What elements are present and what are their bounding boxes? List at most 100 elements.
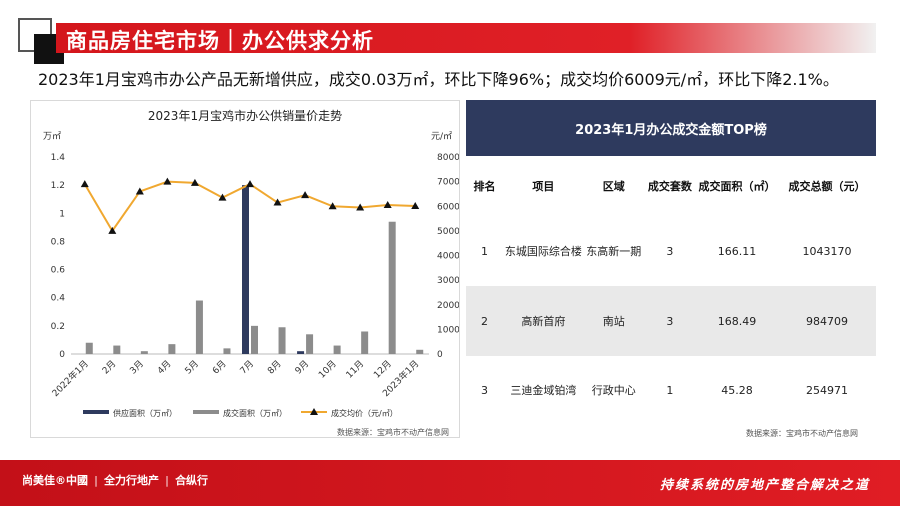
chart-title: 2023年1月宝鸡市办公供销量价走势 — [148, 108, 342, 123]
table-source: 数据来源：宝鸡市不动产信息网 — [746, 429, 858, 438]
x-tick-label: 2月 — [100, 358, 118, 376]
y-left-tick: 0.4 — [51, 294, 66, 304]
y-right-tick: 5000 — [437, 227, 459, 237]
cell-size: 45.28 — [695, 356, 779, 424]
y-right-tick: 7000 — [437, 178, 459, 188]
footer-brands: 尚美佳®中國 | 全力行地产 | 合纵行 — [22, 472, 208, 488]
trade-bar — [223, 348, 231, 354]
headline-summary: 2023年1月宝鸡市办公产品无新增供应，成交0.03万㎡，环比下降96%；成交均… — [38, 70, 839, 89]
trade-bar — [85, 342, 93, 354]
title-band — [56, 23, 876, 53]
x-tick-label: 2022年1月 — [49, 358, 90, 399]
price-point — [246, 180, 254, 188]
legend-supply-label: 供应面积（万㎡） — [113, 408, 177, 418]
cell-area: 行政中心 — [583, 356, 644, 424]
supply-bar — [242, 185, 249, 354]
legend-price-label: 成交均价（元/㎡） — [331, 408, 398, 418]
trade-bar — [168, 344, 176, 354]
cell-total: 984709 — [778, 286, 876, 356]
col-project: 项目 — [532, 180, 555, 193]
col-area: 区域 — [602, 180, 625, 193]
cell-units: 1 — [643, 356, 696, 424]
price-point — [108, 226, 117, 234]
legend-price-marker — [310, 408, 318, 415]
price-line — [83, 180, 416, 233]
top-table-panel: 2023年1月办公成交金额TOP榜 排名 项目 区域 成交套数 成交面积（㎡） … — [466, 100, 876, 424]
cell-units: 3 — [643, 286, 696, 356]
price-point — [301, 191, 310, 199]
y-left-tick: 0.2 — [51, 322, 65, 332]
y-left-tick: 0.6 — [51, 266, 66, 276]
page-title: 商品房住宅市场｜办公供求分析 — [66, 29, 374, 53]
x-tick-label: 8月 — [265, 358, 283, 376]
price-point — [273, 198, 282, 206]
x-tick-label: 12月 — [372, 358, 394, 380]
price-point — [328, 202, 337, 210]
brand-logo-3: 合纵行 — [175, 474, 209, 487]
trade-bar — [251, 325, 258, 354]
cell-area: 东高新一期 — [583, 216, 644, 286]
y-left-tick: 1 — [59, 209, 65, 219]
col-rank: 排名 — [473, 180, 496, 193]
x-tick-label: 5月 — [183, 358, 201, 376]
y-right-tick: 4000 — [437, 252, 459, 262]
price-point — [190, 178, 199, 186]
table-row: 1 东城国际综合楼 东高新一期 3 166.11 1043170 — [466, 216, 876, 286]
col-total: 成交总额（元） — [788, 180, 866, 193]
supply-bar — [297, 351, 305, 354]
cell-area: 南站 — [583, 286, 644, 356]
footer-slogan: 持续系统的房地产整合解决之道 — [659, 478, 870, 493]
top-table: 排名 项目 区域 成交套数 成交面积（㎡） 成交总额（元） 1 东城国际综合楼 … — [466, 156, 876, 424]
price-point — [383, 201, 392, 209]
cell-rank: 2 — [466, 286, 503, 356]
cell-project: 三迪金域铂湾 — [502, 356, 584, 424]
footer-bar — [0, 460, 900, 506]
cell-project: 高新首府 — [502, 286, 584, 356]
trade-bar — [416, 349, 424, 354]
y-left-tick: 0 — [59, 350, 65, 360]
legend-supply-swatch — [83, 410, 109, 414]
brand-logo-1: 尚美佳®中國 — [22, 474, 88, 487]
y-right-tick: 2000 — [437, 301, 459, 311]
x-tick-label: 4月 — [155, 358, 173, 376]
chart-panel: 2023年1月宝鸡市办公供销量价走势 万㎡ 元/㎡ 0 0.2 0.4 0.6 0.8 1 1.2… — [30, 100, 460, 438]
brand-divider: | — [94, 473, 99, 487]
cell-project: 东城国际综合楼 — [502, 216, 584, 286]
trade-bar — [388, 221, 396, 354]
y-right-tick: 0 — [437, 350, 443, 360]
cell-rank: 3 — [466, 356, 503, 424]
trade-bar — [278, 327, 286, 354]
y-right-tick: 3000 — [437, 276, 459, 286]
y-left-tick: 1.4 — [51, 153, 66, 163]
col-size: 成交面积（㎡） — [698, 180, 776, 193]
x-tick-label: 9月 — [293, 358, 311, 376]
table-row: 2 高新首府 南站 3 168.49 984709 — [466, 286, 876, 356]
cell-units: 3 — [643, 216, 696, 286]
cell-size: 168.49 — [695, 286, 779, 356]
brand-logo-2: 全力行地产 — [104, 474, 160, 487]
table-header-row: 排名 项目 区域 成交套数 成交面积（㎡） 成交总额（元） — [466, 156, 876, 216]
x-tick-label: 3月 — [128, 358, 146, 376]
trade-bar — [306, 334, 314, 354]
trade-bar — [333, 345, 341, 354]
y-left-tick: 1.2 — [51, 181, 65, 191]
cell-total: 254971 — [778, 356, 876, 424]
chart-source: 数据来源：宝鸡市不动产信息网 — [337, 428, 449, 437]
y-left-unit: 万㎡ — [43, 131, 61, 142]
cell-rank: 1 — [466, 216, 503, 286]
cell-total: 1043170 — [778, 216, 876, 286]
legend-trade-swatch — [193, 410, 219, 414]
table-title: 2023年1月办公成交金额TOP榜 — [466, 100, 876, 156]
price-point — [163, 177, 172, 185]
trade-bar — [195, 300, 203, 354]
x-tick-label: 11月 — [344, 358, 366, 380]
price-point — [411, 202, 420, 210]
legend-trade-label: 成交面积（万㎡） — [223, 408, 287, 418]
trade-bar — [361, 331, 369, 354]
price-point — [218, 193, 227, 201]
y-right-tick: 8000 — [437, 153, 459, 163]
x-tick-label: 6月 — [210, 358, 228, 376]
col-units: 成交套数 — [647, 180, 692, 193]
y-right-unit: 元/㎡ — [431, 131, 452, 142]
